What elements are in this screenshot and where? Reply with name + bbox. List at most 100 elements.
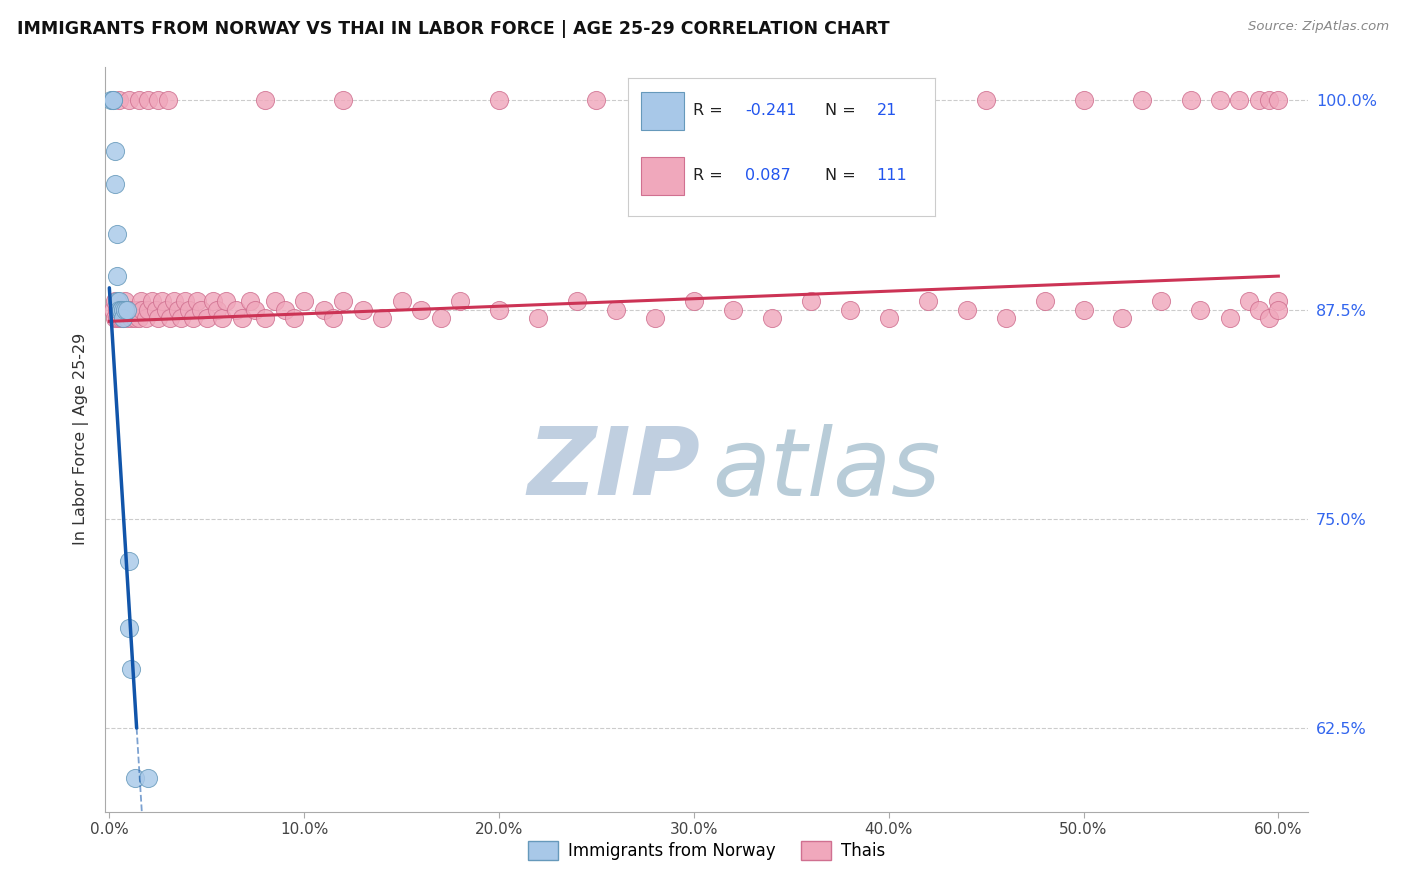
Point bbox=[105, 227, 128, 242]
Point bbox=[103, 94, 125, 108]
Point bbox=[186, 294, 208, 309]
Point bbox=[1073, 302, 1095, 317]
Point bbox=[761, 310, 783, 325]
Point bbox=[104, 177, 127, 191]
Point bbox=[105, 302, 128, 317]
Point bbox=[205, 302, 228, 317]
Point bbox=[1033, 294, 1056, 309]
Point bbox=[917, 294, 939, 309]
Point bbox=[105, 269, 128, 284]
Point bbox=[1150, 294, 1173, 309]
Point bbox=[721, 302, 744, 317]
Point bbox=[108, 302, 131, 317]
Point bbox=[488, 302, 510, 317]
Point bbox=[108, 310, 131, 325]
Point bbox=[135, 310, 157, 325]
Point bbox=[104, 294, 127, 309]
Y-axis label: In Labor Force | Age 25-29: In Labor Force | Age 25-29 bbox=[73, 334, 90, 545]
Point bbox=[1180, 94, 1202, 108]
Point bbox=[1247, 302, 1270, 317]
Point bbox=[838, 302, 860, 317]
Point bbox=[1257, 94, 1279, 108]
Point bbox=[120, 663, 142, 677]
Point bbox=[125, 302, 148, 317]
Point bbox=[166, 302, 188, 317]
Point bbox=[190, 302, 212, 317]
Point bbox=[800, 294, 823, 309]
Point bbox=[312, 302, 335, 317]
Point bbox=[121, 302, 143, 317]
Point bbox=[111, 310, 134, 325]
Point bbox=[128, 310, 150, 325]
Point bbox=[124, 310, 146, 325]
Point bbox=[179, 302, 201, 317]
Point bbox=[115, 302, 138, 317]
Point bbox=[1227, 94, 1250, 108]
Point bbox=[174, 294, 197, 309]
Point bbox=[585, 94, 607, 108]
Point bbox=[115, 302, 138, 317]
Point bbox=[156, 94, 179, 108]
Point bbox=[1073, 94, 1095, 108]
Point bbox=[264, 294, 287, 309]
Point bbox=[145, 302, 167, 317]
Point bbox=[136, 94, 159, 108]
Point bbox=[332, 294, 354, 309]
Point bbox=[110, 302, 132, 317]
Point bbox=[150, 294, 173, 309]
Point bbox=[195, 310, 218, 325]
Point bbox=[780, 94, 803, 108]
Point bbox=[1111, 310, 1133, 325]
Point bbox=[283, 310, 305, 325]
Point bbox=[449, 294, 471, 309]
Point bbox=[292, 294, 315, 309]
Point bbox=[1267, 94, 1289, 108]
Point bbox=[391, 294, 413, 309]
Point bbox=[118, 94, 141, 108]
Point bbox=[877, 94, 900, 108]
Point bbox=[104, 144, 127, 158]
Point bbox=[115, 310, 138, 325]
Point bbox=[136, 771, 159, 785]
Point bbox=[215, 294, 238, 309]
Text: ZIP: ZIP bbox=[527, 423, 700, 515]
Text: Source: ZipAtlas.com: Source: ZipAtlas.com bbox=[1249, 20, 1389, 33]
Point bbox=[1219, 310, 1241, 325]
Point bbox=[1237, 294, 1260, 309]
Point bbox=[409, 302, 432, 317]
Point bbox=[605, 302, 627, 317]
Point bbox=[1267, 294, 1289, 309]
Point bbox=[332, 94, 354, 108]
Point bbox=[110, 310, 132, 325]
Point bbox=[111, 302, 134, 317]
Point bbox=[371, 310, 394, 325]
Point bbox=[100, 94, 122, 108]
Point bbox=[118, 621, 141, 635]
Point bbox=[114, 302, 136, 317]
Point bbox=[108, 294, 131, 309]
Point bbox=[136, 302, 159, 317]
Point bbox=[682, 294, 704, 309]
Point bbox=[105, 310, 128, 325]
Point bbox=[163, 294, 186, 309]
Text: IMMIGRANTS FROM NORWAY VS THAI IN LABOR FORCE | AGE 25-29 CORRELATION CHART: IMMIGRANTS FROM NORWAY VS THAI IN LABOR … bbox=[17, 20, 890, 37]
Point bbox=[159, 310, 181, 325]
Point bbox=[141, 294, 163, 309]
Point bbox=[877, 310, 900, 325]
Point bbox=[429, 310, 451, 325]
Point bbox=[129, 294, 152, 309]
Point bbox=[225, 302, 247, 317]
Point bbox=[131, 302, 153, 317]
Text: atlas: atlas bbox=[713, 424, 941, 515]
Point bbox=[170, 310, 193, 325]
Point bbox=[104, 310, 127, 325]
Point bbox=[254, 310, 277, 325]
Point bbox=[245, 302, 267, 317]
Point bbox=[155, 302, 177, 317]
Point bbox=[108, 302, 131, 317]
Point bbox=[527, 310, 550, 325]
Point bbox=[120, 310, 142, 325]
Point bbox=[1247, 94, 1270, 108]
Point bbox=[118, 302, 141, 317]
Point bbox=[124, 771, 146, 785]
